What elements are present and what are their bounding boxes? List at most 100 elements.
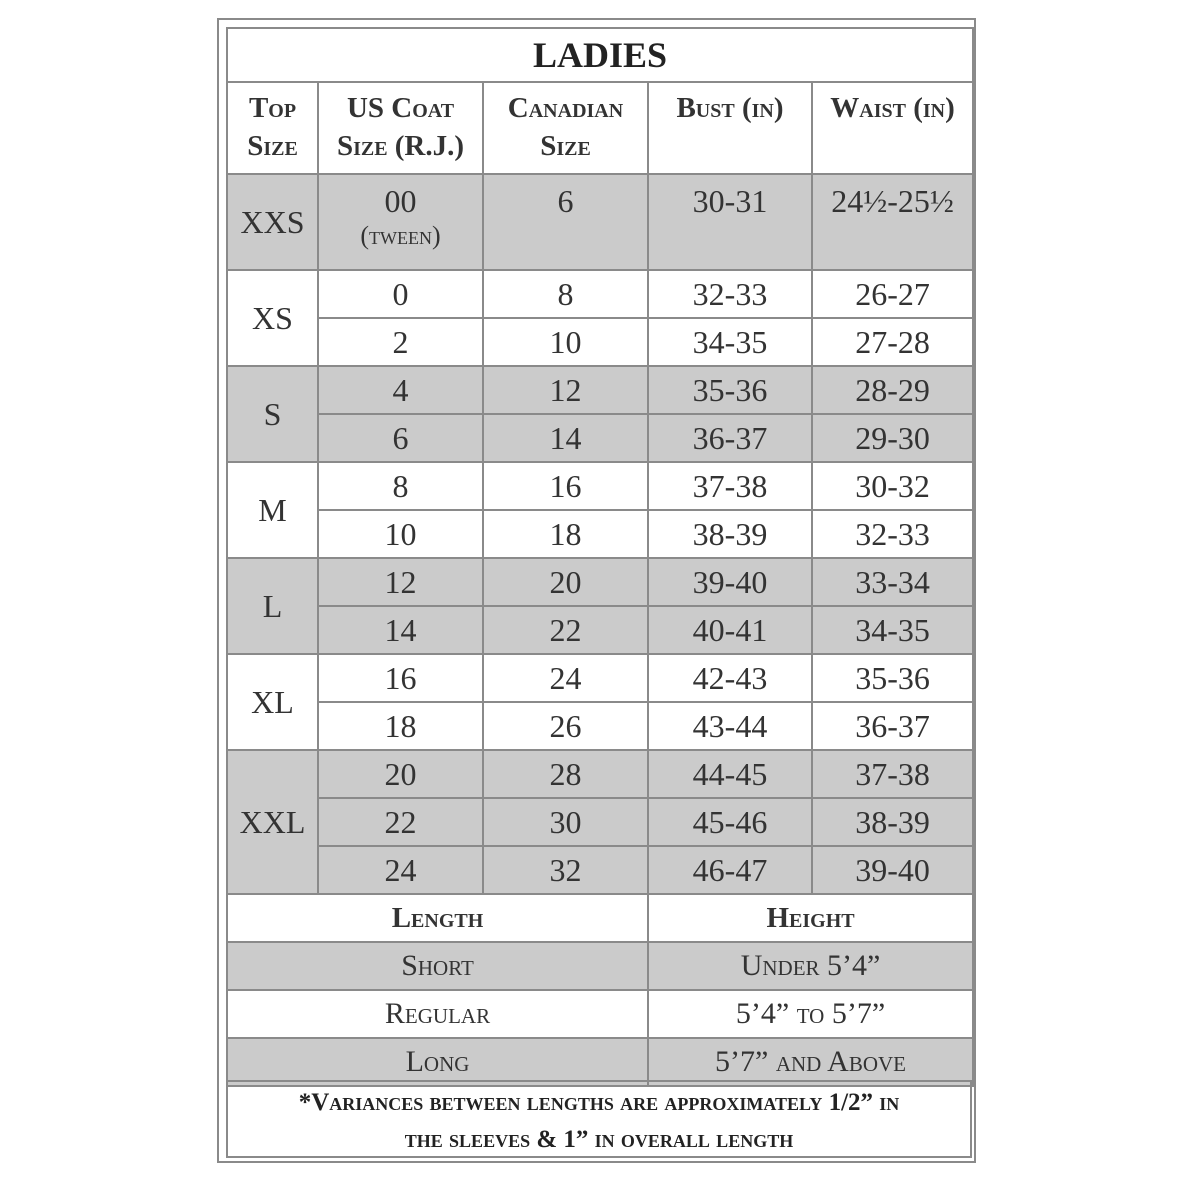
us-coat-size-cell: 18	[317, 701, 484, 751]
table-row: 6 14 36-37 29-30	[227, 413, 975, 463]
canadian-size-cell: 32	[482, 845, 649, 895]
us-coat-size-cell: 12	[317, 557, 484, 607]
table-row: 22 30 45-46 38-39	[227, 797, 975, 847]
waist-cell: 28-29	[810, 365, 975, 415]
table-row: 24 32 46-47 39-40	[227, 845, 975, 895]
us-coat-size-cell: 20	[317, 749, 484, 799]
us-coat-size-cell: 10	[317, 509, 484, 559]
top-size-cell: L	[226, 557, 319, 655]
bust-cell: 37-38	[647, 461, 813, 511]
canadian-size-cell: 6	[482, 173, 649, 271]
waist-cell: 24½-25½	[810, 173, 975, 271]
table-row: XS 0 8 32-33 26-27	[226, 269, 975, 367]
bust-cell: 46-47	[647, 845, 813, 895]
length-cell: Long	[226, 1037, 649, 1087]
waist-cell: 36-37	[810, 701, 975, 751]
top-size-cell: XS	[226, 269, 319, 367]
us-coat-size-cell: 2	[317, 317, 484, 367]
bust-cell: 35-36	[647, 365, 813, 415]
waist-cell: 32-33	[810, 509, 975, 559]
canadian-size-cell: 28	[482, 749, 649, 799]
table-row: S 4 12 35-36 28-29	[226, 365, 975, 463]
footnote: *Variances between lengths are approxima…	[226, 1080, 972, 1158]
bust-cell: 32-33	[647, 269, 813, 319]
canadian-size-cell: 30	[482, 797, 649, 847]
canadian-size-cell: 12	[482, 365, 649, 415]
us-coat-size-cell: 14	[317, 605, 484, 655]
footnote-line: *Variances between lengths are approxima…	[298, 1089, 900, 1116]
us-coat-size-cell: 00 (tween)	[317, 173, 484, 271]
bust-cell: 36-37	[647, 413, 813, 463]
length-cell: Short	[226, 941, 649, 991]
top-size-cell: S	[226, 365, 319, 463]
waist-cell: 26-27	[810, 269, 975, 319]
size-chart-table: LADIES Top Size US Coat Size (R.J.) Canadi…	[225, 27, 975, 1087]
table-row: XXS 00 (tween) 6 30-31 24½-25½	[226, 173, 975, 271]
bust-cell: 38-39	[647, 509, 813, 559]
us-coat-size-cell: 22	[317, 797, 484, 847]
table-row: 14 22 40-41 34-35	[227, 605, 975, 655]
length-row: Regular 5’4” to 5’7”	[226, 989, 975, 1039]
canadian-size-cell: 8	[482, 269, 649, 319]
us-coat-size-cell: 0	[317, 269, 484, 319]
footnote-line: the sleeves & 1” in overall length	[404, 1126, 794, 1153]
canadian-size-cell: 26	[482, 701, 649, 751]
length-row: Long 5’7” and Above	[226, 1037, 975, 1087]
table-row: XL 16 24 42-43 35-36	[226, 653, 975, 751]
waist-cell: 27-28	[810, 317, 975, 367]
bust-cell: 39-40	[647, 557, 813, 607]
top-size-cell: XXS	[226, 173, 319, 271]
table-title: LADIES	[225, 27, 975, 83]
bust-cell: 44-45	[647, 749, 813, 799]
bust-cell: 45-46	[647, 797, 813, 847]
size-note: (tween)	[360, 221, 441, 250]
waist-cell: 33-34	[810, 557, 975, 607]
header-length: Length	[226, 893, 649, 943]
header-bust: Bust (in)	[647, 81, 813, 175]
table-row: 2 10 34-35 27-28	[227, 317, 975, 367]
us-coat-size-cell: 6	[317, 413, 484, 463]
waist-cell: 35-36	[810, 653, 975, 703]
header-waist: Waist (in)	[810, 81, 975, 175]
bust-cell: 30-31	[647, 173, 813, 271]
canadian-size-cell: 16	[482, 461, 649, 511]
table-row: 18 26 43-44 36-37	[227, 701, 975, 751]
canadian-size-cell: 20	[482, 557, 649, 607]
header-height: Height	[646, 893, 975, 943]
waist-cell: 30-32	[810, 461, 975, 511]
height-cell: 5’7” and Above	[646, 1037, 975, 1087]
top-size-cell: XL	[226, 653, 319, 751]
canadian-size-cell: 24	[482, 653, 649, 703]
us-coat-size-cell: 16	[317, 653, 484, 703]
length-row: Short Under 5’4”	[226, 941, 975, 991]
table-row: XXL 20 28 44-45 37-38	[226, 749, 975, 895]
bust-cell: 42-43	[647, 653, 813, 703]
canadian-size-cell: 18	[482, 509, 649, 559]
canadian-size-cell: 10	[482, 317, 649, 367]
canadian-size-cell: 14	[482, 413, 649, 463]
height-cell: Under 5’4”	[646, 941, 975, 991]
length-cell: Regular	[226, 989, 649, 1039]
waist-cell: 37-38	[810, 749, 975, 799]
table-row: L 12 20 39-40 33-34	[226, 557, 975, 655]
us-coat-size-cell: 24	[317, 845, 484, 895]
us-coat-size-cell: 8	[317, 461, 484, 511]
bust-cell: 40-41	[647, 605, 813, 655]
top-size-cell: M	[226, 461, 319, 559]
waist-cell: 39-40	[810, 845, 975, 895]
us-coat-size-cell: 4	[317, 365, 484, 415]
height-cell: 5’4” to 5’7”	[646, 989, 975, 1039]
header-top-size: Top Size	[226, 81, 319, 175]
table-row: 10 18 38-39 32-33	[227, 509, 975, 559]
waist-cell: 34-35	[810, 605, 975, 655]
canadian-size-cell: 22	[482, 605, 649, 655]
top-size-cell: XXL	[226, 749, 319, 895]
header-us-coat-size: US Coat Size (R.J.)	[317, 81, 484, 175]
chart-frame	[217, 18, 976, 1163]
bust-cell: 43-44	[647, 701, 813, 751]
table-row: M 8 16 37-38 30-32	[226, 461, 975, 559]
waist-cell: 29-30	[810, 413, 975, 463]
bust-cell: 34-35	[647, 317, 813, 367]
waist-cell: 38-39	[810, 797, 975, 847]
header-canadian-size: Canadian Size	[482, 81, 649, 175]
